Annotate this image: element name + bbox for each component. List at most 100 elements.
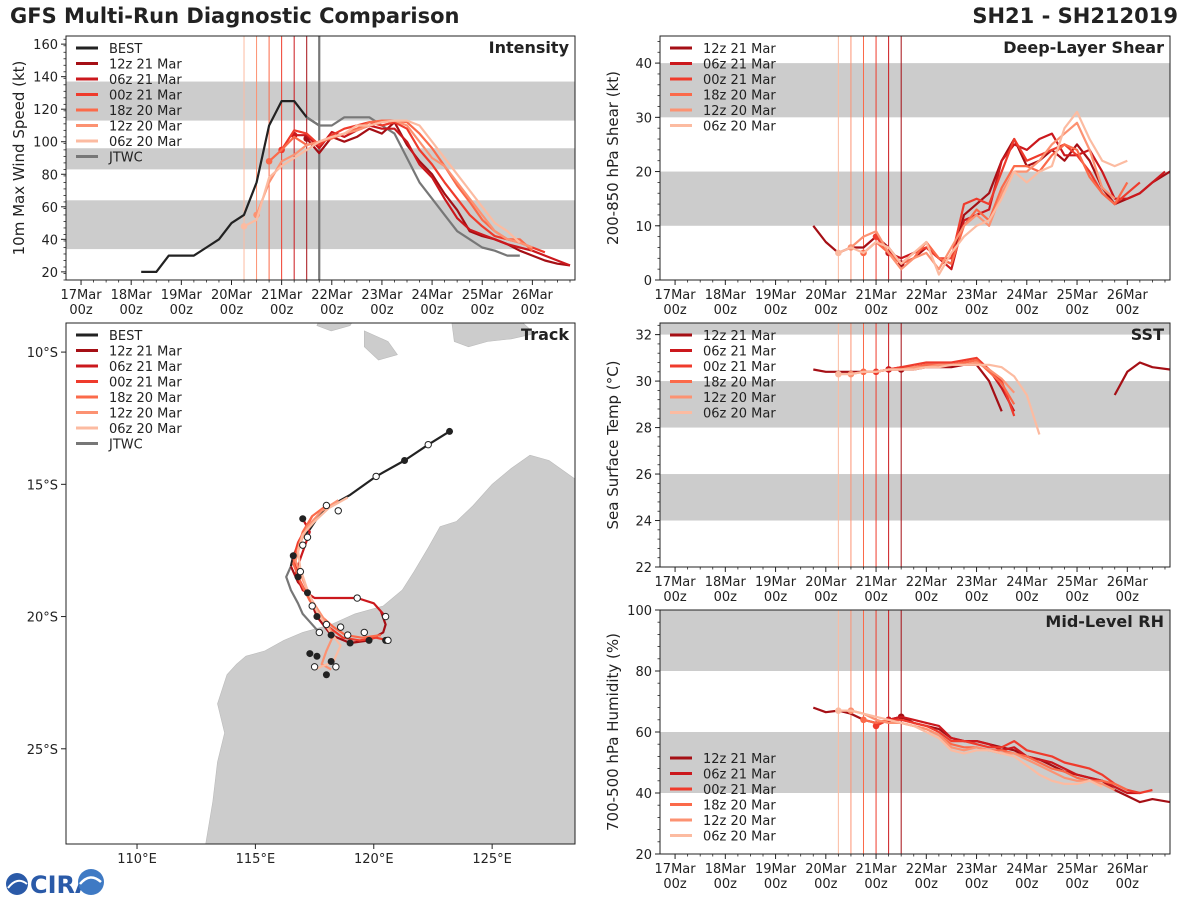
intensity-init-point — [240, 223, 248, 230]
shear-legend-label: 12z 21 Mar — [703, 42, 776, 57]
intensity-ytick-label: 60 — [41, 201, 58, 216]
track-point-open — [299, 541, 307, 549]
track-point-open — [322, 620, 331, 629]
sst-xtick-label-2: 00z — [1015, 590, 1039, 605]
sst-ytick-label: 30 — [635, 375, 652, 390]
intensity-init-point — [265, 157, 273, 165]
track-point-open — [353, 594, 361, 602]
track-panel: 10°S 15°S 20°S 25°S 110°E 115°E 120°E 125°E Trac… — [27, 322, 576, 867]
rh-xtick-label-2: 00z — [965, 877, 989, 892]
sst-xtick-label: 23Mar — [956, 575, 998, 590]
shear-legend-label: 00z 21 Mar — [703, 73, 776, 88]
rh-ytick-label: 100 — [627, 604, 652, 619]
intensity-series-12z-21-mar — [305, 121, 571, 267]
track-point-open — [315, 628, 324, 637]
rh-ytick-label: 20 — [635, 848, 652, 863]
track-point-filled — [289, 552, 297, 560]
intensity-xtick-label-2: 00z — [69, 303, 93, 318]
intensity-legend-label: 12z 21 Mar — [109, 58, 182, 73]
track-point-open — [372, 472, 380, 481]
rh-xtick-label: 23Mar — [956, 862, 998, 877]
sst-xtick-label-2: 00z — [1065, 590, 1089, 605]
rh-init-point — [860, 716, 867, 724]
track-legend-label: BEST — [109, 329, 142, 344]
sst-xtick-label-2: 00z — [714, 590, 738, 605]
sst-xtick-label-2: 00z — [965, 590, 989, 605]
track-point-filled — [327, 631, 335, 639]
shear-ytick-label: 30 — [635, 111, 652, 126]
shear-panel: 01020304017Mar00z18Mar00z19Mar00z20Mar00… — [604, 35, 1171, 318]
rh-legend-label: 18z 20 Mar — [703, 799, 776, 814]
intensity-xtick-label: 21Mar — [261, 288, 303, 303]
sst-xtick-label: 19Mar — [755, 575, 797, 590]
intensity-xtick-label: 26Mar — [512, 288, 554, 303]
rh-xtick-label-2: 00z — [1116, 877, 1140, 892]
sst-ytick-label: 32 — [635, 329, 652, 344]
rh-xtick-label-2: 00z — [1015, 877, 1039, 892]
shear-xtick-label-2: 00z — [1065, 303, 1089, 318]
rh-xtick-label-2: 00z — [1065, 877, 1089, 892]
intensity-xtick-label: 22Mar — [311, 288, 353, 303]
shear-init-point — [835, 249, 842, 257]
intensity-series-best — [141, 99, 320, 273]
track-06z-20-mar — [296, 496, 349, 671]
sst-xtick-label: 21Mar — [856, 575, 898, 590]
rh-ytick-label: 60 — [635, 726, 652, 741]
intensity-legend-label: 18z 20 Mar — [109, 104, 182, 119]
track-legend-label: 06z 20 Mar — [109, 422, 182, 437]
shear-xtick-label-2: 00z — [915, 303, 939, 318]
intensity-legend-label: 06z 21 Mar — [109, 73, 182, 88]
shear-ytick-label: 10 — [635, 220, 652, 235]
track-legend-label: 06z 21 Mar — [109, 360, 182, 375]
intensity-frame — [65, 35, 576, 281]
rh-xtick-label: 26Mar — [1107, 862, 1149, 877]
shear-band-1 — [660, 63, 1170, 118]
shear-legend-label: 18z 20 Mar — [703, 89, 776, 104]
sst-init-point — [835, 370, 842, 378]
shear-xtick-label-2: 00z — [1116, 303, 1140, 318]
track-point-filled — [327, 658, 335, 666]
intensity-series-06z-20-mar — [243, 119, 521, 244]
shear-xtick-label: 18Mar — [705, 288, 747, 303]
sst-band-1 — [660, 381, 1170, 428]
sst-panel: 22242628303217Mar00z18Mar00z19Mar00z20Ma… — [604, 322, 1171, 605]
intensity-xtick-label-2: 00z — [320, 303, 344, 318]
track-point-open — [310, 663, 319, 671]
intensity-ylabel: 10m Max Wind Speed (kt) — [10, 61, 28, 256]
shear-legend-label: 06z 21 Mar — [703, 58, 776, 73]
intensity-ytick-label: 160 — [33, 38, 58, 53]
intensity-xtick-label-2: 00z — [521, 303, 545, 318]
track-point-open — [344, 631, 352, 639]
rh-xtick-label-2: 00z — [714, 877, 738, 892]
track-legend-label: 12z 20 Mar — [109, 407, 182, 422]
shear-xtick-label: 26Mar — [1107, 288, 1149, 303]
shear-ytick-label: 0 — [644, 274, 652, 289]
shear-frame — [659, 35, 1171, 281]
track-point-open — [308, 602, 316, 610]
shear-xtick-label-2: 00z — [864, 303, 888, 318]
sst-xtick-label: 26Mar — [1107, 575, 1149, 590]
rh-xtick-label-2: 00z — [764, 877, 788, 892]
intensity-band-2 — [66, 81, 575, 121]
track-frame — [65, 322, 576, 845]
rh-xtick-label-2: 00z — [814, 877, 838, 892]
track-ytick-label: 10°S — [27, 346, 58, 361]
intensity-xtick-label: 18Mar — [111, 288, 153, 303]
track-point-filled — [401, 457, 409, 465]
rh-legend-label: 06z 21 Mar — [703, 768, 776, 783]
rh-panel: 2040608010017Mar00z18Mar00z19Mar00z20Mar… — [604, 604, 1171, 892]
shear-xtick-label: 22Mar — [906, 288, 948, 303]
sst-legend-label: 12z 20 Mar — [703, 391, 776, 406]
rh-xtick-label: 19Mar — [755, 862, 797, 877]
rh-init-point — [872, 722, 880, 730]
intensity-xtick-label: 17Mar — [61, 288, 103, 303]
island-2 — [363, 330, 398, 361]
sst-xtick-label: 25Mar — [1057, 575, 1099, 590]
intensity-xtick-label: 24Mar — [412, 288, 454, 303]
track-xtick-label: 115°E — [236, 852, 276, 867]
shear-xtick-label: 19Mar — [755, 288, 797, 303]
sst-xtick-label: 24Mar — [1006, 575, 1048, 590]
shear-xtick-label-2: 00z — [965, 303, 989, 318]
rh-band-1 — [660, 610, 1170, 671]
shear-legend-label: 12z 20 Mar — [703, 104, 776, 119]
